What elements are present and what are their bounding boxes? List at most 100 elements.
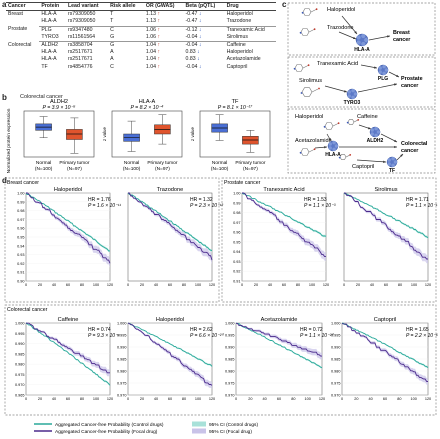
x-tick-label: 40 — [268, 283, 272, 287]
km-plot: Acetazolamide 1.000 0.995 0.990 0.985 0.980 0.… — [225, 317, 334, 401]
beta-cell: 0.83 ↓ — [184, 56, 225, 63]
drug-cell-text: Acetazolamide — [226, 56, 261, 63]
cancer-cell — [6, 56, 39, 63]
arrow-head — [387, 35, 390, 38]
x-tick-label: 0 — [241, 283, 243, 287]
y-tick-label: 0.99 — [233, 201, 240, 205]
y-tick-label: 0.98 — [233, 211, 240, 215]
drug-label: Haloperidol — [327, 7, 355, 13]
km-p-value: P = 1.1 × 10⁻²⁰ — [300, 333, 334, 339]
or-cell-text: 1.13 — [145, 18, 157, 25]
x-tick-label: 40 — [369, 397, 373, 401]
y-tick-label: 0.970 — [225, 394, 235, 398]
y-tick-label: 0.985 — [225, 358, 235, 362]
hazard-ratio: HR = 2.62 — [190, 327, 213, 333]
or-cell: 1.04 ↑ — [144, 49, 184, 56]
drug-cell: Haloperidol — [225, 49, 276, 56]
x-tick-label: 120 — [209, 283, 215, 287]
table-row: HLA-A rs2517671 A 1.04 ↑ 0.83 ↓ Haloperidol — [6, 49, 276, 56]
hazard-ratio: HR = 0.74 — [88, 327, 111, 333]
x-tick-label: 60 — [383, 397, 387, 401]
group-label: Normal — [212, 160, 227, 166]
ring-shape — [294, 64, 304, 72]
node-lobe — [347, 90, 351, 94]
y-tick-label: 0.93 — [17, 253, 24, 257]
arrow-up-icon: ↑ — [156, 56, 161, 63]
boxplot-p-value: P = 8.2 × 10⁻⁴ — [130, 105, 163, 111]
beta-cell: -0.04 ↓ — [184, 64, 225, 71]
protein-cell-text: PLG — [41, 26, 52, 33]
focal-curve — [235, 322, 322, 357]
x-tick-label: 20 — [356, 283, 360, 287]
beta-cell: -0.12 ↓ — [183, 25, 225, 34]
x-tick-label: 20 — [254, 283, 258, 287]
x-tick-label: 20 — [354, 397, 358, 401]
x-tick-label: 80 — [398, 283, 402, 287]
y-tick-label: 0.90 — [17, 280, 24, 284]
group-n: (N=97) — [67, 166, 82, 172]
y-tick-label: 0.92 — [17, 262, 24, 266]
y-tick-label: 0.985 — [15, 352, 25, 356]
protein-cell: HLA-A — [39, 18, 66, 26]
y-tick-label: 0.995 — [117, 334, 127, 338]
node-lobe — [334, 144, 339, 148]
beta-cell: -0.47 ↓ — [184, 11, 225, 19]
y-tick-label: 0.97 — [233, 221, 240, 225]
allele-cell-text: T — [110, 11, 114, 18]
x-tick-label: 60 — [168, 397, 172, 401]
boxplot-p-value: P = 3.9 × 10⁻⁵ — [43, 105, 76, 111]
arrow-up-icon: ↑ — [156, 33, 161, 40]
cancer-cell-text: Breast — [8, 11, 23, 18]
variant-cell: rs79309050 — [66, 11, 108, 19]
arrow-line — [380, 133, 398, 143]
y-tick-label: 0.980 — [331, 370, 341, 374]
protein-cell-text: HLA-A — [41, 11, 57, 18]
molecule-captopril — [338, 154, 352, 160]
bond-line — [310, 9, 316, 13]
protein-hla-a-label: HLA-A — [354, 47, 370, 53]
node-lobe — [376, 130, 381, 134]
x-tick-label: 120 — [425, 283, 431, 287]
node-lobe — [391, 163, 395, 168]
variant-cell: rs3858704 — [65, 41, 109, 50]
drug-label: Captopril — [352, 164, 374, 170]
table-row: Prostate PLG rs9347480 C 1.06 ↑ -0.12 ↓ Tranex… — [6, 25, 276, 34]
arrow-up-icon: ↑ — [156, 63, 161, 70]
y-tick-label: 0.91 — [17, 271, 24, 275]
drug-label: Sirolimus — [299, 78, 322, 84]
drug-label: Tranexamic Acid — [317, 61, 358, 67]
allele-cell-text: C — [110, 26, 114, 33]
arrow-down-icon: ↓ — [197, 11, 202, 18]
network-box-colorectal — [287, 108, 436, 174]
protein-hla-a-2-label: HLA-A — [325, 152, 341, 158]
protein-tyro3-label: TYRO3 — [344, 100, 361, 106]
drug-cell-text: Caffeine — [226, 42, 246, 49]
variant-cell-text: rs9347480 — [67, 26, 93, 33]
arrow-head — [394, 139, 397, 142]
km-frame — [241, 192, 327, 282]
km-plot: Haloperidol 1.000 0.995 0.990 0.985 0.980 0.97… — [117, 317, 224, 401]
y-tick-label: 1.000 — [225, 322, 235, 326]
km-p-value: P = 9.3 × 10⁻⁴ — [88, 333, 120, 339]
x-tick-label: 60 — [282, 283, 286, 287]
network-svg: HaloperidolTrazodoneHLA-ABreastcancerTra… — [287, 2, 436, 174]
control-curve — [341, 322, 429, 368]
km-title: Haloperidol — [156, 317, 184, 323]
arrow-line — [356, 159, 387, 163]
variant-cell-text: rs79309050 — [67, 11, 96, 18]
y-tick-label: 0.94 — [17, 244, 24, 248]
outcome-label: cancer — [401, 83, 419, 89]
group-n: (N=100) — [211, 166, 229, 172]
legend-control-text: Aggregated Cancer-free Probability (Cont… — [55, 422, 164, 428]
node-lobe — [351, 95, 355, 100]
y-tick-label: 1.000 — [117, 322, 127, 326]
beta-cell-text: -0.04 — [185, 42, 198, 49]
arrow-head — [383, 160, 386, 163]
km-frame — [127, 192, 213, 282]
table-row: TF rs4854776 C 1.04 ↑ -0.04 ↓ Captopril — [6, 64, 276, 71]
allele-cell-text: A — [110, 56, 114, 63]
panel-label-b: b — [2, 93, 7, 102]
control-curve — [127, 192, 213, 251]
network-box-prostate — [287, 56, 436, 108]
focal-ci-band — [236, 322, 322, 360]
